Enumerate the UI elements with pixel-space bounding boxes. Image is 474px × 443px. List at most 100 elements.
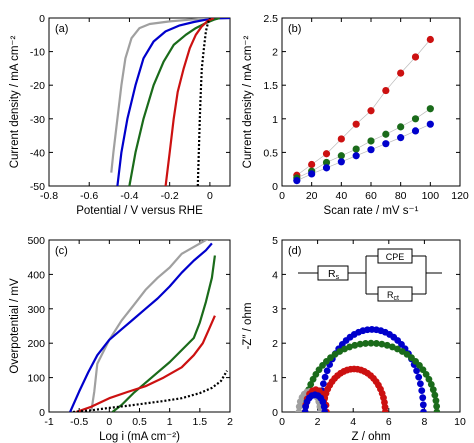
data-point-blue [397, 134, 405, 142]
y-tick-label: -40 [30, 147, 45, 159]
y-tick-label: 0 [39, 13, 45, 25]
data-point-red [411, 53, 420, 61]
plot-area [295, 326, 441, 412]
x-axis-label: Log i (mA cm⁻²) [99, 431, 180, 443]
x-tick-label: 0 [207, 190, 213, 202]
data-point-red [367, 107, 375, 115]
data-point-blue [367, 146, 375, 154]
y-tick-label: 300 [27, 304, 45, 316]
series-line-blue [69, 242, 213, 412]
data-point-red [337, 135, 345, 143]
panel-d: 0 2 4 6 8 10 0 1 2 3 4 5 Z / ohm -Z″ / ohm (d) Rs CPE Rct [242, 235, 466, 443]
cpe-label: CPE [386, 252, 405, 262]
panel-letter: (a) [55, 23, 68, 35]
nyquist-point-blue [419, 401, 427, 409]
y-axis-label: Overpotential / mV [9, 278, 21, 374]
nyquist-point-green [429, 386, 437, 394]
nyquist-point-green [433, 408, 441, 412]
x-axis-label: Z / ohm [352, 431, 391, 443]
y-tick-label: 1.5 [263, 80, 278, 92]
data-point-blue [411, 127, 420, 135]
nyquist-point-green [307, 380, 315, 388]
x-axis-label: Scan rate / mV s⁻¹ [324, 205, 419, 217]
nyquist-point-blue [420, 408, 427, 412]
series-line-gray [110, 18, 230, 173]
nyquist-point-blue [320, 403, 328, 411]
nyquist-point-green [433, 402, 441, 410]
data-point-blue [293, 177, 301, 185]
nyquist-point-blue [413, 367, 420, 375]
nyquist-point-green [367, 339, 375, 347]
x-tick-label: 100 [422, 190, 440, 202]
nyquist-point-green [362, 340, 369, 347]
y-tick-label: 0 [39, 407, 45, 419]
series-line-red [164, 18, 215, 186]
x-tick-label: -0.8 [40, 190, 58, 202]
panel-letter: (d) [288, 245, 301, 257]
x-tick-label: 4 [350, 416, 356, 428]
data-point-red [397, 69, 405, 77]
y-axis-label: Current density / mA cm⁻² [9, 36, 21, 169]
nyquist-point-blue [321, 373, 329, 381]
x-tick-label: -0.5 [70, 416, 88, 428]
y-tick-label: 1 [272, 114, 278, 126]
x-tick-label: 60 [365, 190, 377, 202]
y-tick-label: 2 [272, 338, 278, 350]
y-axis-label: Current density / mA cm⁻² [242, 36, 254, 169]
series-line-green [111, 255, 216, 412]
nyquist-point-blue [419, 394, 427, 402]
y-tick-label: 3 [272, 304, 278, 316]
data-point-red [426, 35, 434, 44]
plot-area [110, 18, 230, 186]
x-tick-label: -0.4 [120, 190, 138, 202]
y-tick-label: -20 [30, 80, 45, 92]
x-tick-label: -1 [44, 416, 53, 428]
x-tick-label: 2 [227, 416, 233, 428]
y-tick-label: 5 [272, 235, 278, 247]
nyquist-point-green [383, 341, 391, 349]
data-point-blue [308, 170, 316, 178]
trend-line-red [296, 39, 431, 176]
nyquist-point-green [373, 340, 380, 347]
plot-frame [281, 17, 461, 187]
series-line-red [75, 315, 216, 412]
y-tick-label: 0 [272, 407, 278, 419]
x-tick-label: 40 [335, 190, 347, 202]
data-point-green [322, 158, 331, 167]
data-point-green [426, 105, 434, 113]
data-point-red [322, 150, 331, 158]
y-tick-label: -30 [30, 114, 45, 126]
nyquist-point-blue [416, 380, 424, 388]
series-line-gray [90, 240, 209, 412]
data-point-green [397, 123, 405, 131]
data-point-red [382, 86, 390, 95]
y-tick-label: 200 [27, 338, 45, 350]
y-tick-label: -10 [30, 47, 45, 59]
equivalent-circuit-inset: Rs CPE Rct [298, 248, 442, 302]
nyquist-point-red [381, 403, 389, 411]
data-point-blue [337, 158, 345, 166]
x-tick-label: 0 [279, 190, 285, 202]
trend-line-green [296, 108, 431, 179]
x-tick-label: 0.5 [132, 416, 147, 428]
y-tick-label: 2 [272, 47, 278, 59]
x-tick-label: 0 [106, 416, 112, 428]
nyquist-point-green [346, 343, 354, 351]
nyquist-point-green [378, 340, 386, 348]
x-tick-label: 1 [167, 416, 173, 428]
x-tick-label: 8 [421, 416, 427, 428]
data-point-green [367, 137, 375, 145]
y-axis-label: -Z″ / ohm [242, 303, 254, 350]
plot-frame [281, 239, 461, 413]
plot-frame [48, 239, 231, 413]
x-tick-label: 2 [315, 416, 321, 428]
data-point-blue [352, 152, 360, 160]
x-tick-label: -0.6 [80, 190, 98, 202]
y-tick-label: 0.5 [263, 147, 278, 159]
trend-line-blue [296, 123, 431, 181]
y-tick-label: 0 [272, 181, 278, 193]
x-tick-label: 1.5 [193, 416, 208, 428]
nyquist-point-green [351, 341, 359, 349]
plot-frame [48, 17, 231, 187]
